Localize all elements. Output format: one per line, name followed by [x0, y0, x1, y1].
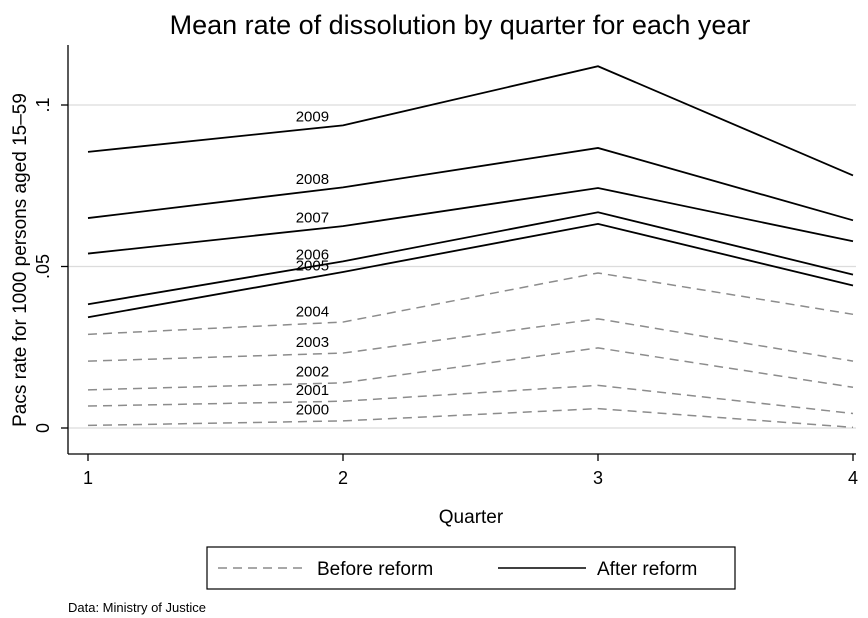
- series-label-2008: 2008: [296, 171, 329, 188]
- series-label-2002: 2002: [296, 364, 329, 381]
- legend-label-before-reform: Before reform: [317, 559, 433, 580]
- series-line-2005: [87, 222, 854, 319]
- series-line-2004: [87, 272, 854, 336]
- series-label-2003: 2003: [296, 334, 329, 351]
- legend: Before reform After reform: [206, 546, 736, 590]
- x-tick-label: 1: [83, 468, 93, 488]
- x-tick-label: 3: [593, 468, 603, 488]
- series-line-2000: [87, 407, 854, 429]
- chart-title: Mean rate of dissolution by quarter for …: [170, 10, 751, 40]
- y-tick-label: .1: [33, 97, 53, 112]
- series-label-2001: 2001: [296, 382, 329, 399]
- source-note: Data: Ministry of Justice: [68, 600, 206, 615]
- series-line-2001: [87, 384, 854, 415]
- y-axis-ticks: 0 .05 .1: [33, 97, 68, 433]
- series-line-2007: [87, 187, 854, 255]
- gridlines: [68, 104, 856, 429]
- series-label-2007: 2007: [296, 209, 329, 226]
- y-axis-label: Pacs rate for 1000 persons aged 15–59: [10, 93, 31, 427]
- series-label-2004: 2004: [296, 304, 329, 321]
- x-tick-label: 4: [848, 468, 858, 488]
- series-line-2006: [87, 211, 854, 306]
- series-label-2009: 2009: [296, 109, 329, 126]
- x-axis-ticks: 1 2 3 4: [83, 454, 858, 488]
- x-axis-label: Quarter: [439, 507, 504, 528]
- series-line-2008: [87, 147, 854, 222]
- series-line-2003: [87, 318, 854, 362]
- series-label-2000: 2000: [296, 401, 329, 418]
- series-label-2005: 2005: [296, 257, 329, 274]
- series-line-2002: [87, 347, 854, 391]
- x-tick-label: 2: [338, 468, 348, 488]
- series-line-2009: [87, 65, 854, 177]
- series-label-2006: 2006: [296, 246, 329, 263]
- series-lines: [87, 65, 854, 429]
- y-tick-label: 0: [33, 423, 53, 433]
- legend-label-after-reform: After reform: [597, 559, 697, 580]
- y-tick-label: .05: [33, 254, 53, 279]
